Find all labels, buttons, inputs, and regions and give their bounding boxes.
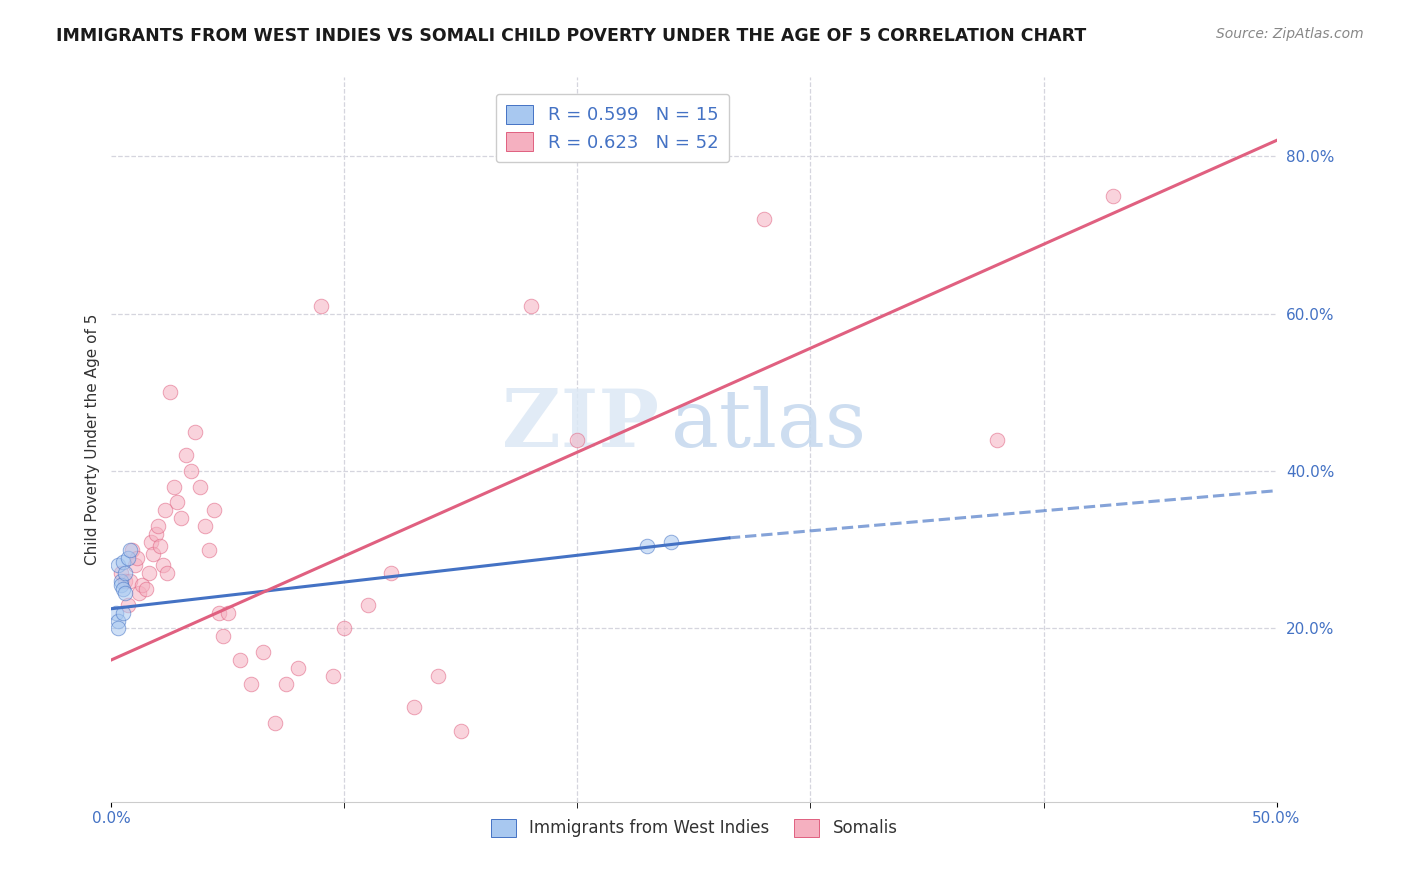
Point xyxy=(107,558,129,573)
Point xyxy=(357,598,380,612)
Point xyxy=(135,582,157,596)
Text: IMMIGRANTS FROM WEST INDIES VS SOMALI CHILD POVERTY UNDER THE AGE OF 5 CORRELATI: IMMIGRANTS FROM WEST INDIES VS SOMALI CH… xyxy=(56,27,1087,45)
Point xyxy=(194,519,217,533)
Point xyxy=(117,598,139,612)
Point xyxy=(752,212,775,227)
Point xyxy=(202,503,225,517)
Point xyxy=(131,578,153,592)
Point xyxy=(117,550,139,565)
Point xyxy=(152,558,174,573)
Point xyxy=(114,574,136,589)
Point xyxy=(180,464,202,478)
Point xyxy=(125,550,148,565)
Point xyxy=(287,661,309,675)
Point xyxy=(159,385,181,400)
Point xyxy=(309,299,332,313)
Point xyxy=(128,586,150,600)
Point xyxy=(217,606,239,620)
Point xyxy=(118,574,141,589)
Y-axis label: Child Poverty Under the Age of 5: Child Poverty Under the Age of 5 xyxy=(86,314,100,566)
Legend: Immigrants from West Indies, Somalis: Immigrants from West Indies, Somalis xyxy=(484,812,904,844)
Point xyxy=(110,566,132,581)
Point xyxy=(156,566,179,581)
Point xyxy=(110,574,132,589)
Point xyxy=(1102,188,1125,202)
Point xyxy=(138,566,160,581)
Text: atlas: atlas xyxy=(671,386,866,464)
Point xyxy=(110,578,132,592)
Point xyxy=(520,299,543,313)
Point xyxy=(263,715,285,730)
Point xyxy=(198,542,221,557)
Point xyxy=(228,653,250,667)
Text: ZIP: ZIP xyxy=(502,386,659,464)
Point xyxy=(212,629,235,643)
Point xyxy=(146,519,169,533)
Point xyxy=(121,542,143,557)
Point xyxy=(636,539,658,553)
Point xyxy=(333,621,356,635)
Point xyxy=(105,606,128,620)
Point xyxy=(107,614,129,628)
Point xyxy=(107,621,129,635)
Point xyxy=(380,566,402,581)
Point xyxy=(149,539,172,553)
Point xyxy=(986,433,1008,447)
Point xyxy=(659,534,682,549)
Point xyxy=(188,480,211,494)
Point xyxy=(322,668,344,682)
Text: Source: ZipAtlas.com: Source: ZipAtlas.com xyxy=(1216,27,1364,41)
Point xyxy=(153,503,176,517)
Point xyxy=(426,668,449,682)
Point xyxy=(174,448,197,462)
Point xyxy=(112,606,135,620)
Point xyxy=(145,527,167,541)
Point xyxy=(114,586,136,600)
Point xyxy=(252,645,274,659)
Point xyxy=(166,495,188,509)
Point xyxy=(163,480,186,494)
Point xyxy=(142,547,165,561)
Point xyxy=(404,700,426,714)
Point xyxy=(112,582,135,596)
Point xyxy=(450,723,472,738)
Point xyxy=(124,558,146,573)
Point xyxy=(184,425,207,439)
Point xyxy=(567,433,589,447)
Point xyxy=(170,511,193,525)
Point xyxy=(114,566,136,581)
Point xyxy=(139,534,162,549)
Point xyxy=(112,554,135,568)
Point xyxy=(207,606,229,620)
Point xyxy=(240,676,263,690)
Point xyxy=(118,542,141,557)
Point xyxy=(276,676,298,690)
